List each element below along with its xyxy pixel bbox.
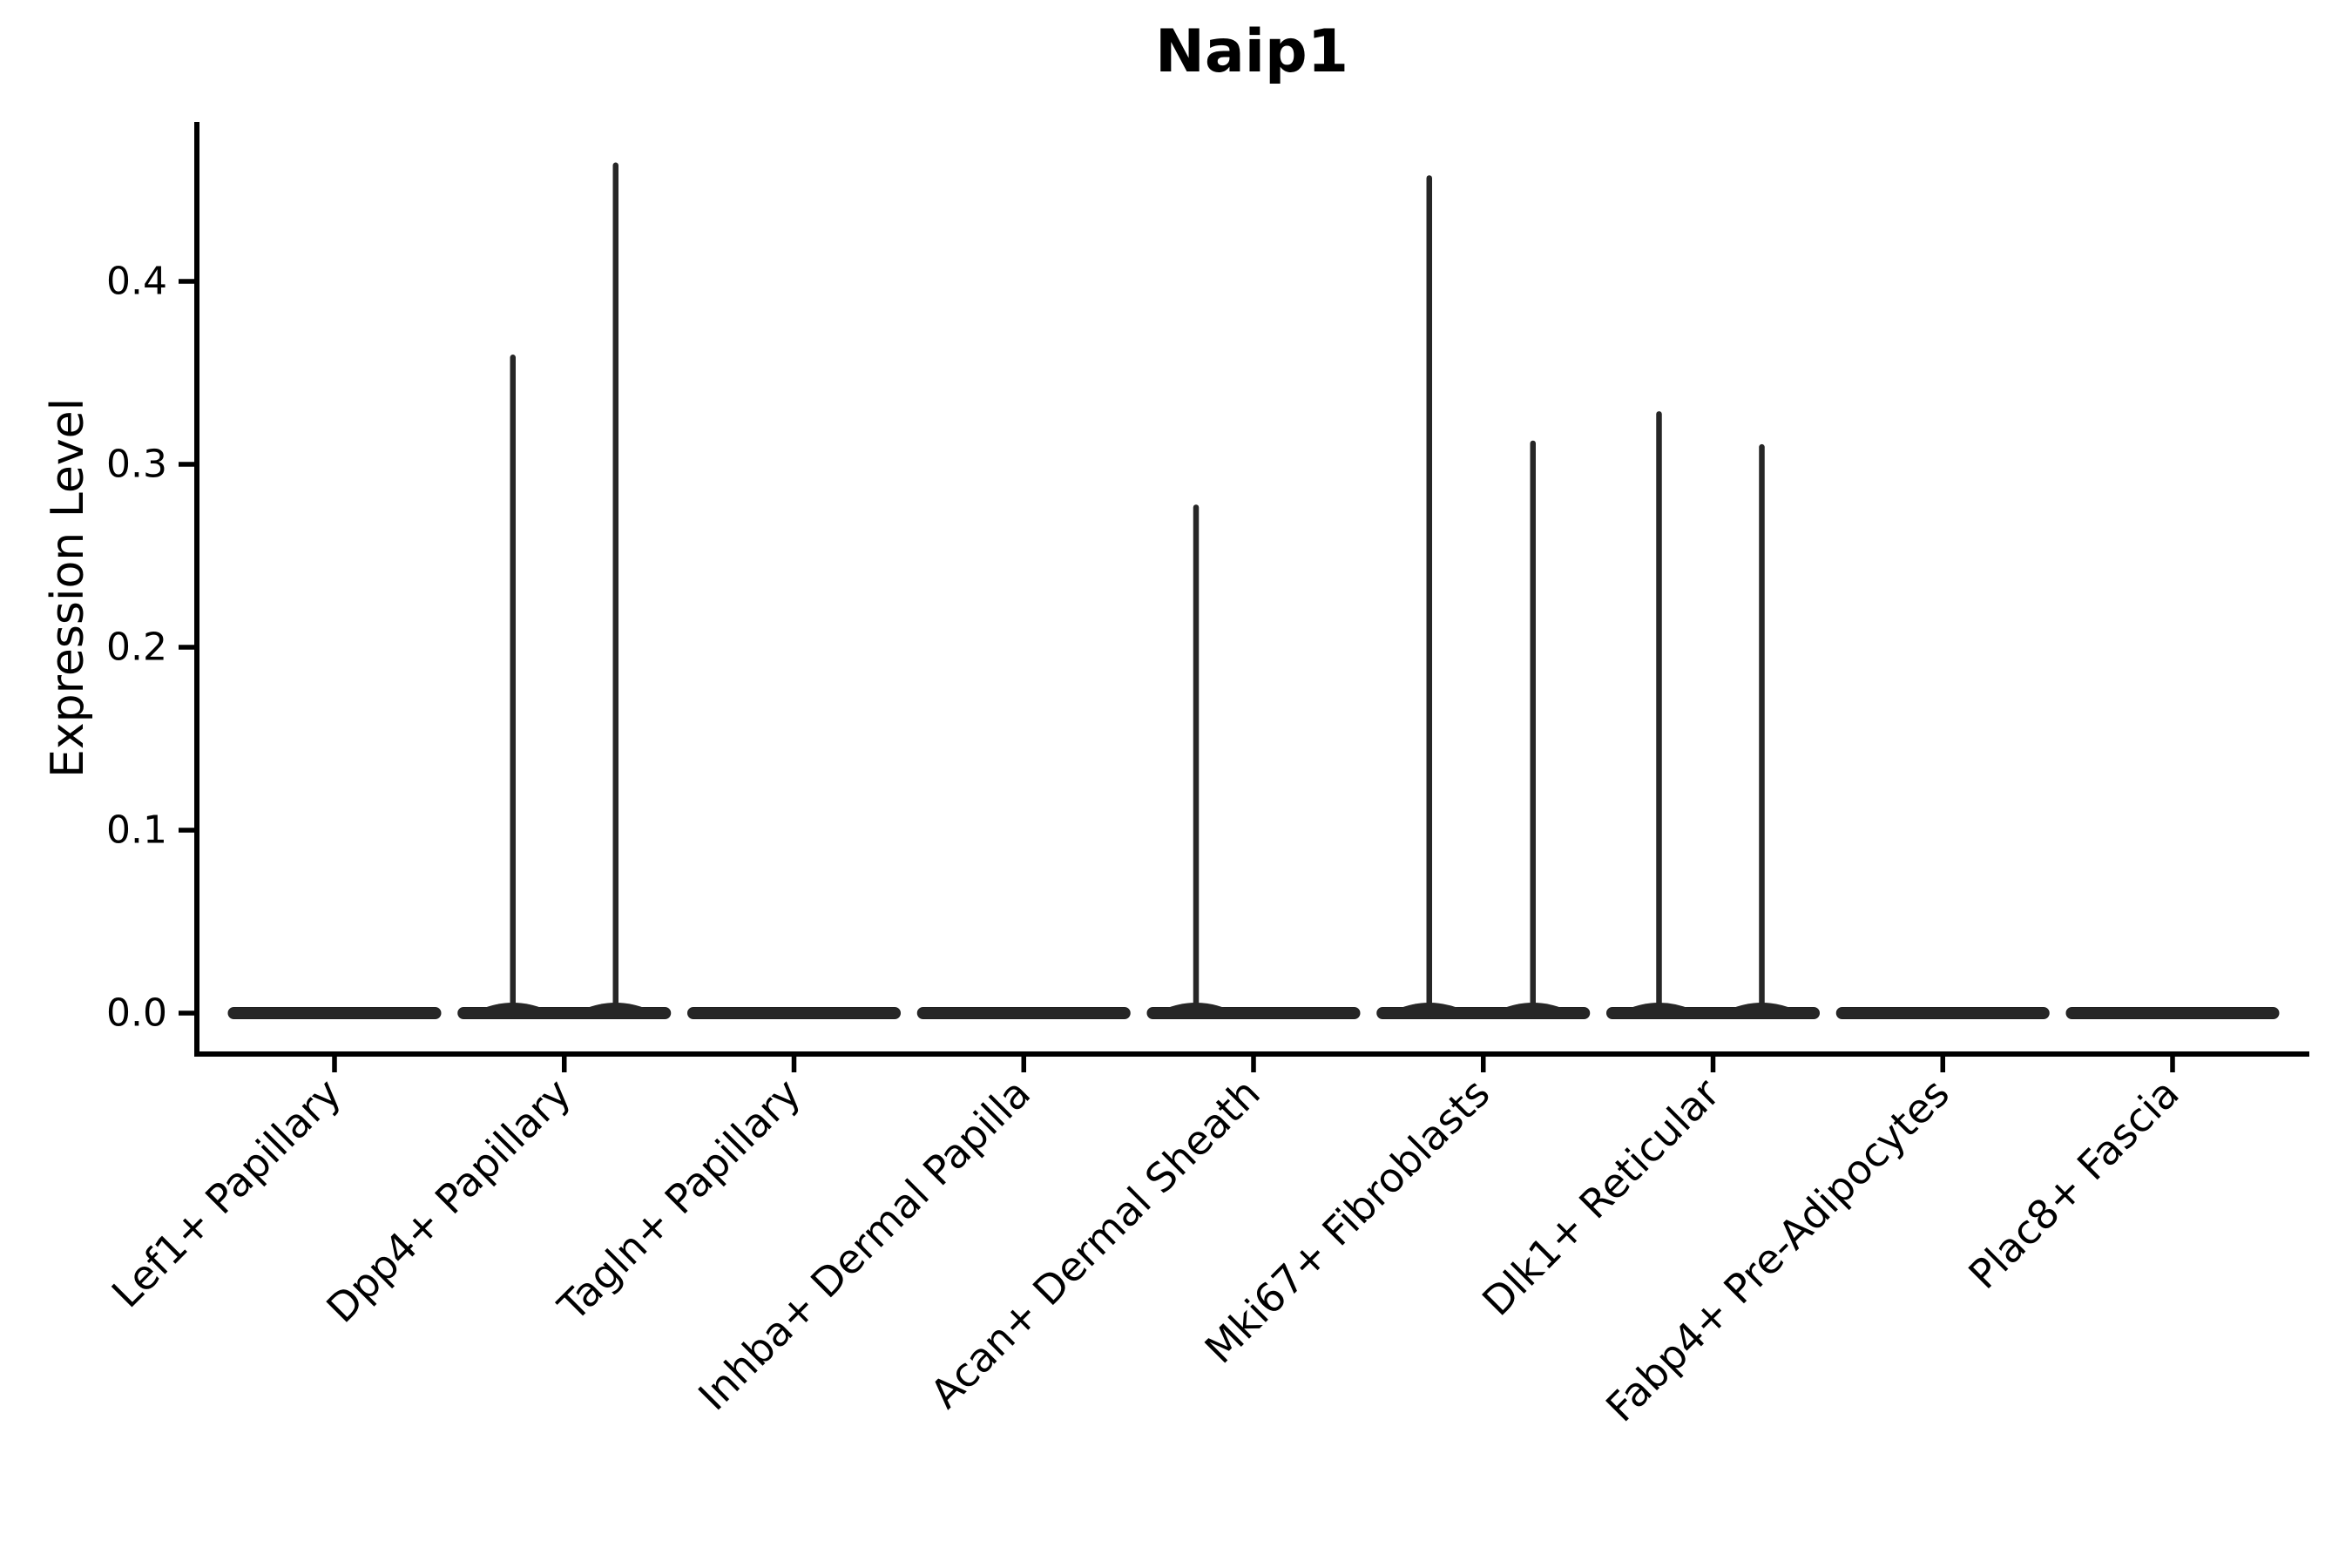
violin-spike bbox=[1426, 175, 1432, 1017]
x-tick-label: Dpp4+ Papillary bbox=[317, 1070, 579, 1332]
x-tick-mark bbox=[1021, 1057, 1026, 1072]
violin-spike bbox=[510, 355, 516, 1017]
y-tick-label: 0.1 bbox=[106, 808, 167, 853]
y-tick-label: 0.4 bbox=[106, 260, 167, 304]
violin bbox=[1146, 504, 1361, 1019]
violin-base bbox=[687, 1007, 901, 1019]
violin bbox=[457, 162, 672, 1019]
x-tick-mark bbox=[791, 1057, 797, 1072]
x-tick-label: Plac8+ Fascia bbox=[1959, 1070, 2187, 1298]
violin bbox=[2065, 1007, 2280, 1019]
x-tick-mark bbox=[332, 1057, 337, 1072]
violin-spike bbox=[612, 162, 618, 1017]
violin bbox=[1835, 1007, 2050, 1019]
x-axis-spine bbox=[194, 1051, 2309, 1057]
violin-base bbox=[916, 1007, 1131, 1019]
violin-spike bbox=[1759, 443, 1765, 1017]
y-tick-mark bbox=[179, 1010, 194, 1016]
y-axis-spine bbox=[194, 122, 199, 1057]
x-tick-mark bbox=[1940, 1057, 1945, 1072]
y-tick-mark bbox=[179, 645, 194, 650]
violins-layer bbox=[227, 162, 2280, 1019]
x-tick-label: Dlk1+ Reticular bbox=[1473, 1070, 1728, 1325]
y-tick-label: 0.2 bbox=[106, 625, 167, 670]
violin bbox=[687, 1007, 901, 1019]
x-tick-label: Tagln+ Papillary bbox=[549, 1070, 810, 1331]
y-tick-mark bbox=[179, 279, 194, 284]
violin-spike bbox=[1193, 504, 1200, 1017]
violin-base bbox=[227, 1007, 442, 1019]
y-axis-label: Expression Level bbox=[42, 398, 94, 778]
violin bbox=[227, 1007, 442, 1019]
x-tick-mark bbox=[1481, 1057, 1486, 1072]
x-tick-mark bbox=[1710, 1057, 1716, 1072]
x-tick-mark bbox=[1251, 1057, 1256, 1072]
violin-spike bbox=[1530, 440, 1536, 1017]
y-tick-mark bbox=[179, 828, 194, 833]
violin bbox=[1606, 411, 1820, 1019]
x-tick-mark bbox=[562, 1057, 567, 1072]
y-tick-mark bbox=[179, 462, 194, 467]
violin bbox=[916, 1007, 1131, 1019]
chart-title: Naip1 bbox=[1155, 17, 1348, 86]
violin-base bbox=[1835, 1007, 2050, 1019]
y-tick-label: 0.0 bbox=[106, 991, 167, 1036]
violin-base bbox=[2065, 1007, 2280, 1019]
x-tick-label: Lef1+ Papillary bbox=[103, 1070, 350, 1317]
x-tick-mark bbox=[2170, 1057, 2175, 1072]
violin bbox=[1376, 175, 1591, 1019]
violin-spike bbox=[1656, 411, 1662, 1017]
axes-layer bbox=[179, 122, 2309, 1072]
y-tick-label: 0.3 bbox=[106, 443, 167, 487]
